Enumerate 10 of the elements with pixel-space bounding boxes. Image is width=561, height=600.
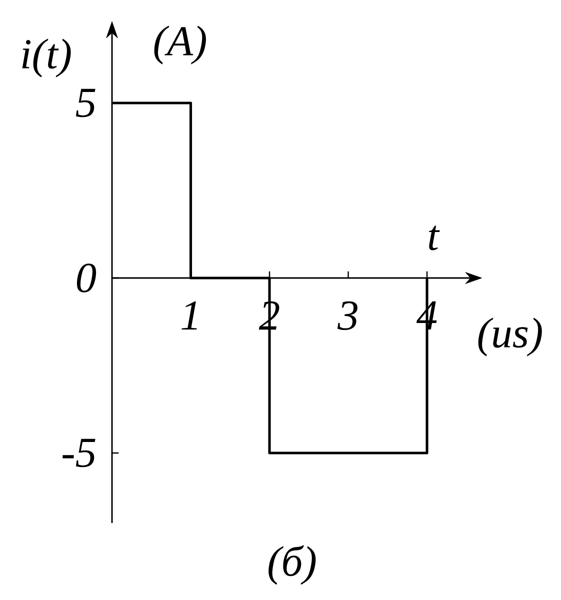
- text: (us): [478, 318, 542, 356]
- y-axis-title: i(t): [22, 38, 71, 78]
- x-axis-title: t: [428, 226, 440, 250]
- x-tick-label: 3: [338, 301, 358, 330]
- annotation: (A): [154, 26, 206, 64]
- y-tick-label: 0: [76, 264, 96, 292]
- y-tick-label: 5: [76, 88, 96, 118]
- y-tick-label: -5: [62, 438, 96, 468]
- x-tick-label: 1: [182, 301, 197, 330]
- text: (б): [268, 545, 316, 585]
